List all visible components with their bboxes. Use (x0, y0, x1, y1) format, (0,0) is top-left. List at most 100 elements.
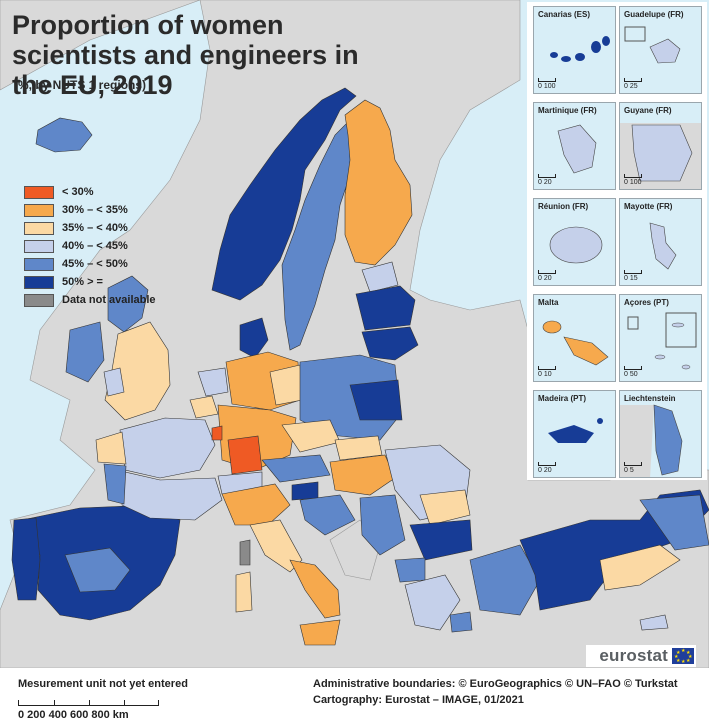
inset-scale: 0 5 (624, 462, 642, 474)
inset-malta: Malta 0 10 (533, 294, 616, 382)
inset-scale: 0 100 (624, 174, 642, 186)
region-macedonia (394, 557, 426, 583)
region-ireland (65, 321, 105, 383)
region-sardinia (235, 571, 253, 613)
region-cyprus (639, 614, 669, 631)
region-portugal (11, 517, 41, 601)
legend-label: 35% – < 40% (62, 222, 128, 234)
region-romania-south (419, 489, 471, 526)
logo-text: eurostat (599, 646, 668, 665)
inset-title: Liechtenstein (624, 394, 676, 403)
region-denmark (239, 317, 269, 359)
inset-scale: 0 20 (538, 174, 556, 186)
inset-liechtenstein: Liechtenstein 0 5 (619, 390, 702, 478)
region-france-south (121, 471, 223, 521)
inset-title: Açores (PT) (624, 298, 669, 307)
scale-labels: 0 200 400 600 800 km (18, 709, 129, 721)
region-turkey-south (599, 544, 681, 591)
region-finland (344, 99, 413, 266)
inset-canarias: Canarias (ES) 0 100 (533, 6, 616, 94)
region-uk-scotland (107, 275, 149, 333)
inset-scale: 0 50 (624, 366, 642, 378)
inset-guyane: Guyane (FR) 0 100 (619, 102, 702, 190)
inset-acores: Açores (PT) 0 50 (619, 294, 702, 382)
unit-note: Mesurement unit not yet entered (18, 678, 188, 690)
legend-swatch (24, 203, 54, 217)
inset-title: Guadelupe (FR) (624, 10, 684, 19)
legend-swatch (24, 239, 54, 253)
inset-title: Réunion (FR) (538, 202, 589, 211)
region-slovenia (291, 481, 319, 501)
region-belgium (189, 395, 219, 419)
legend-swatch (24, 293, 54, 307)
legend-swatch (24, 221, 54, 235)
inset-shape (620, 404, 683, 477)
eurostat-logo: eurostat ★ ★ ★ ★ ★ ★ ★ ★ (586, 645, 696, 667)
region-italy-south (289, 559, 341, 619)
inset-scale: 0 15 (624, 270, 642, 282)
eu-flag-icon: ★ ★ ★ ★ ★ ★ ★ ★ (672, 648, 694, 665)
region-uk-wales (103, 367, 125, 397)
region-iceland (35, 117, 93, 153)
inset-title: Mayotte (FR) (624, 202, 673, 211)
inset-reunion: Réunion (FR) 0 20 (533, 198, 616, 286)
credits: Administrative boundaries: © EuroGeograp… (313, 676, 678, 708)
region-sweden (281, 119, 359, 351)
inset-title: Malta (538, 298, 559, 307)
region-slovakia (334, 435, 383, 461)
region-france-bretagne (95, 431, 127, 465)
region-spain-inner (64, 547, 131, 593)
inset-scale: 0 10 (538, 366, 556, 378)
inset-guadelupe: Guadelupe (FR) 0 25 (619, 6, 702, 94)
legend-label: 50% > = (62, 276, 103, 288)
legend-label: < 30% (62, 186, 94, 198)
inset-madeira: Madeira (PT) 0 20 (533, 390, 616, 478)
legend-label: 30% – < 35% (62, 204, 128, 216)
region-norway (211, 87, 357, 301)
inset-shape (548, 418, 603, 443)
region-italy-north (221, 483, 291, 526)
inset-scale: 0 25 (624, 78, 642, 90)
map-frame: Proportion of women scientists and engin… (0, 0, 709, 668)
region-lithuania (361, 326, 419, 361)
region-hungary (329, 454, 396, 496)
inset-title: Martinique (FR) (538, 106, 597, 115)
region-netherlands (197, 367, 229, 397)
region-serbia (359, 494, 406, 556)
map-subtitle: (%, by NUTS 1 regions) (14, 78, 147, 92)
inset-shape (557, 124, 597, 174)
inset-scale: 0 20 (538, 462, 556, 474)
legend-swatch (24, 275, 54, 289)
region-sicily (299, 619, 341, 646)
region-baden-wuerttemberg (227, 435, 263, 475)
scale-bar: 0 200 400 600 800 km (18, 700, 159, 721)
inset-scale: 0 100 (538, 78, 556, 90)
legend-item: 45% – < 50% (24, 256, 156, 272)
legend-item: 35% – < 40% (24, 220, 156, 236)
credits-line-2: Cartography: Eurostat – IMAGE, 01/2021 (313, 694, 524, 706)
legend-label: 40% – < 45% (62, 240, 128, 252)
legend-swatch (24, 257, 54, 271)
region-corsica (239, 539, 251, 566)
region-bulgaria (409, 519, 473, 561)
region-estonia (361, 261, 399, 293)
map-title: Proportion of women scientists and engin… (12, 10, 359, 100)
inset-shape (624, 26, 681, 64)
region-germany-east (269, 364, 303, 406)
inset-scale: 0 20 (538, 270, 556, 282)
inset-shape (627, 312, 697, 370)
choropleth-map (0, 0, 709, 668)
inset-shape (542, 320, 609, 366)
region-poland-east (349, 379, 403, 421)
inset-mayotte: Mayotte (FR) 0 15 (619, 198, 702, 286)
legend-item: < 30% (24, 184, 156, 200)
region-greece-islands (449, 611, 473, 633)
legend: < 30% 30% – < 35% 35% – < 40% 40% – < 45… (24, 184, 156, 310)
inset-title: Canarias (ES) (538, 10, 591, 19)
legend-item: 50% > = (24, 274, 156, 290)
region-france-west (103, 463, 127, 505)
inset-martinique: Martinique (FR) 0 20 (533, 102, 616, 190)
inset-shape (549, 226, 603, 264)
inset-title: Guyane (FR) (624, 106, 672, 115)
legend-label: Data not available (62, 294, 156, 306)
